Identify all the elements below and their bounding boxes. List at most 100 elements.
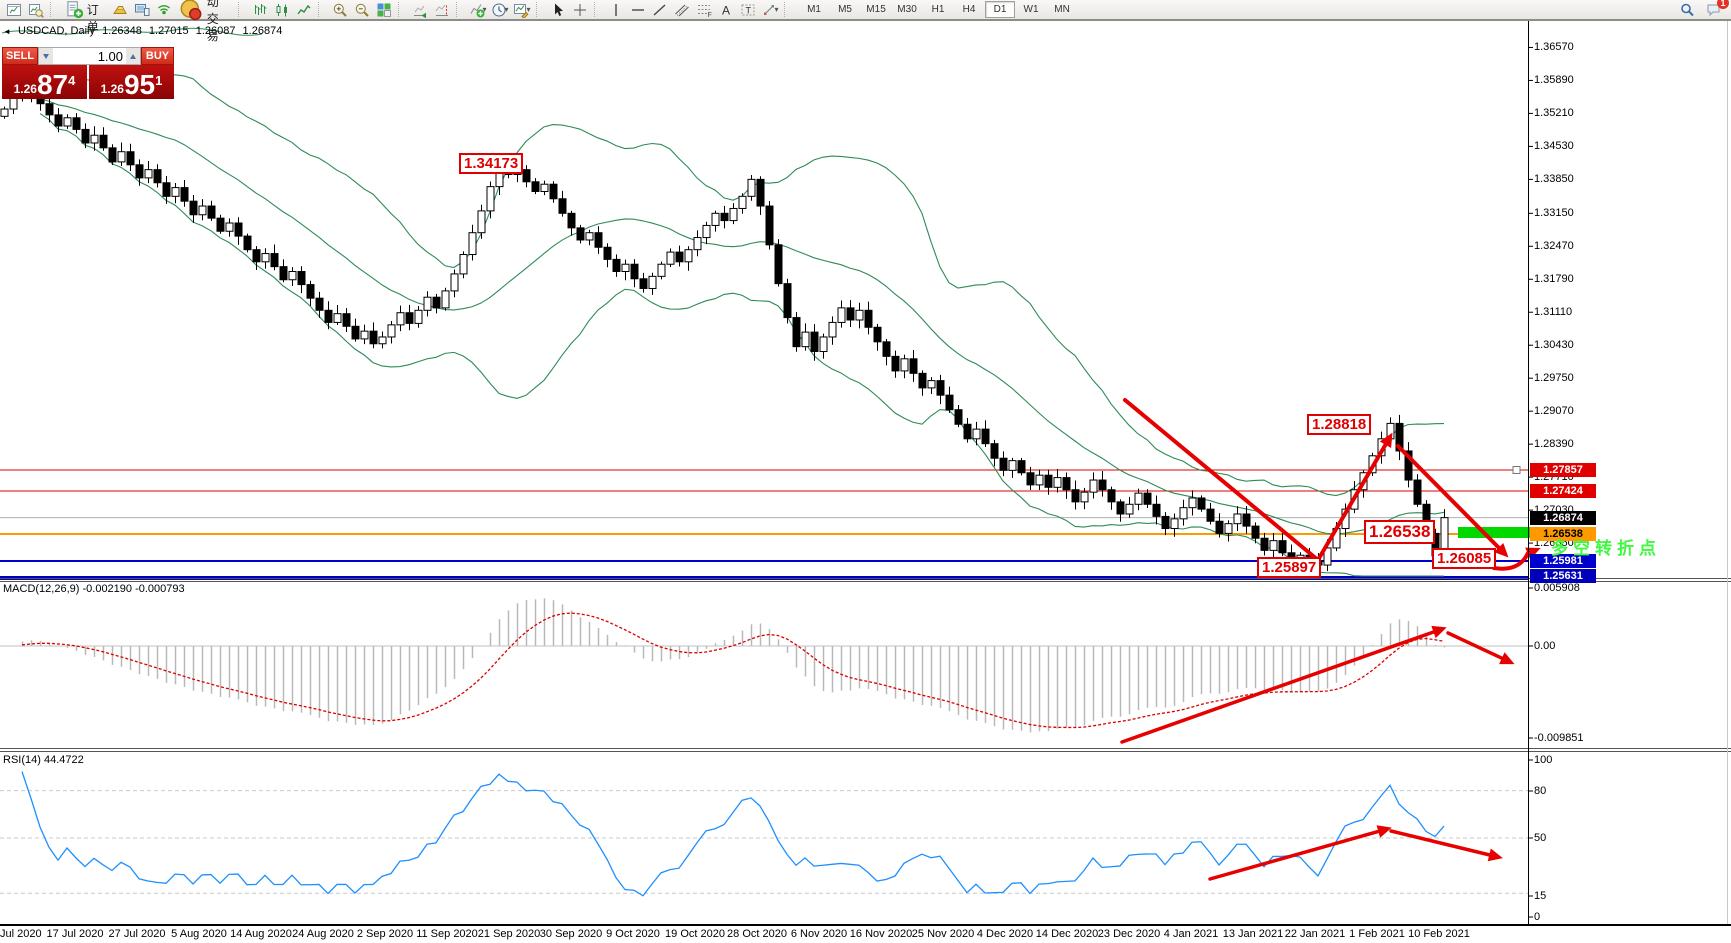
toolbar: 新订单 自动交易 ▾ ▾ ▾ F A T ▾ M1 M5 M15 M30 H1 H4 D1 W1 MN 1 <box>0 0 1731 43</box>
signals-icon[interactable] <box>153 1 174 19</box>
green-highlight-bar <box>1458 527 1550 538</box>
date-label: 22 Jan 2021 <box>1284 928 1346 940</box>
macd-signal-line <box>21 612 1445 729</box>
horizontal-line-icon[interactable] <box>627 1 648 19</box>
toolbar-separator <box>784 2 791 17</box>
trend-arrow <box>1492 551 1530 571</box>
timeframe-h4[interactable]: H4 <box>962 4 976 15</box>
autotrading-button[interactable]: 自动交易 <box>175 0 234 43</box>
notifications-icon[interactable]: 1 <box>1703 0 1729 19</box>
rsi-axis-80: 80 <box>1534 785 1547 797</box>
timeframe-group: M1 M5 M15 M30 H1 H4 D1 W1 MN <box>799 1 1077 18</box>
buy-price-panel[interactable]: 1.26 95 1 <box>89 65 174 99</box>
line-chart-icon <box>296 4 311 14</box>
timeframe-mn[interactable]: MN <box>1054 4 1070 15</box>
macd-axis-bottom: -0.009851 <box>1534 732 1584 744</box>
expert-advisors-icon <box>112 5 127 14</box>
price-tick-1.32470: 1.32470 <box>1534 240 1574 253</box>
volume-decrease-button[interactable] <box>39 48 53 64</box>
cursor-icon[interactable] <box>547 1 568 19</box>
date-label: 4 Dec 2020 <box>976 928 1034 940</box>
templates-icon <box>513 3 529 18</box>
timeframe-d1[interactable]: D1 <box>985 1 1016 18</box>
date-label: 30 Sep 2020 <box>539 928 603 940</box>
price-tick-1.33850: 1.33850 <box>1534 173 1574 186</box>
rsi-axis-50: 50 <box>1534 832 1547 844</box>
search-icon[interactable] <box>1676 1 1697 19</box>
date-label: 14 Dec 2020 <box>1035 928 1099 940</box>
auto-scroll-icon[interactable] <box>409 1 430 19</box>
arrowhead <box>1376 825 1392 838</box>
zoom-in-icon[interactable] <box>329 1 350 19</box>
toolbar-items: 新订单 自动交易 ▾ ▾ ▾ F A T ▾ M1 M5 M15 M30 H1 H4 D1 W1 MN <box>3 0 1077 43</box>
price-tick-1.31790: 1.31790 <box>1534 273 1574 286</box>
indicators-icon <box>470 3 485 17</box>
price-tick-1.31110: 1.31110 <box>1534 306 1573 319</box>
trend-arrow <box>1446 631 1504 660</box>
sell-price-panel[interactable]: 1.26 87 4 <box>2 65 87 99</box>
price-tick-1.33150: 1.33150 <box>1534 207 1574 220</box>
price-tick-1.35210: 1.35210 <box>1534 107 1574 120</box>
timeframe-h1[interactable]: H1 <box>931 4 945 15</box>
templates-icon[interactable]: ▾ <box>511 1 532 19</box>
signals-icon <box>157 4 170 14</box>
metaeditor-icon[interactable] <box>131 1 152 19</box>
svg-text:F: F <box>707 12 711 18</box>
timeframe-m5[interactable]: M5 <box>838 4 852 15</box>
date-label: 10 Feb 2021 <box>1408 928 1470 940</box>
text-label-icon[interactable]: T <box>737 1 758 19</box>
volume-increase-button[interactable] <box>126 48 140 64</box>
price-tag-1.27857: 1.27857 <box>1530 463 1596 477</box>
chart-profile-icon[interactable] <box>25 1 46 19</box>
expert-advisors-icon[interactable] <box>109 1 130 19</box>
candlestick-chart-icon[interactable] <box>271 1 292 19</box>
equidistant-channel-icon[interactable] <box>671 1 692 19</box>
new-order-button[interactable]: 新订单 <box>61 1 108 34</box>
volume-input[interactable] <box>53 48 126 64</box>
arrowhead <box>1499 652 1515 665</box>
timeframe-w1[interactable]: W1 <box>1023 4 1039 15</box>
callout-1.25897: 1.25897 <box>1257 557 1322 579</box>
date-axis[interactable]: Jul 2020 17 Jul 2020 27 Jul 2020 5 Aug 2020… <box>0 926 1731 943</box>
fibonacci-icon[interactable]: F <box>693 1 714 19</box>
price-tag-1.27424: 1.27424 <box>1530 483 1596 498</box>
date-label: 16 Nov 2020 <box>849 928 913 940</box>
periods-icon[interactable]: ▾ <box>489 1 510 19</box>
trend-arrow <box>1389 829 1491 857</box>
toolbar-separator <box>318 2 325 17</box>
crosshair-icon[interactable] <box>569 1 590 19</box>
zoom-out-icon[interactable] <box>351 1 372 19</box>
chart-shift-icon[interactable] <box>431 1 452 19</box>
bar-chart-icon[interactable] <box>249 1 270 19</box>
cursor-icon <box>554 3 563 16</box>
buy-button[interactable]: BUY <box>141 47 174 65</box>
date-label: 25 Nov 2020 <box>911 928 975 940</box>
callout-1.34173: 1.34173 <box>459 153 524 175</box>
vertical-line-icon[interactable] <box>605 1 626 19</box>
hline-handle[interactable] <box>1512 466 1521 474</box>
text-icon[interactable]: A <box>715 1 736 19</box>
price-tick-1.28390: 1.28390 <box>1534 438 1574 451</box>
buy-price-prefix: 1.26 <box>100 82 124 96</box>
date-label: 11 Sep 2020 <box>416 928 478 940</box>
search-icon <box>1680 3 1694 16</box>
sell-button[interactable]: SELL <box>2 47 38 65</box>
tile-windows-icon[interactable] <box>373 1 394 19</box>
toolbar-separator <box>594 2 601 17</box>
timeframe-m30[interactable]: M30 <box>897 4 917 15</box>
timeframe-m1[interactable]: M1 <box>807 4 821 15</box>
indicators-icon[interactable]: ▾ <box>467 1 488 19</box>
arrows-icon[interactable]: ▾ <box>759 1 780 19</box>
new-chart-icon[interactable] <box>3 1 24 19</box>
trendline-icon[interactable] <box>649 1 670 19</box>
zoom-out-icon <box>355 3 369 17</box>
auto-scroll-icon <box>413 5 426 18</box>
symbol-name: USDCAD, Daily <box>17 25 95 37</box>
toolbar-separator <box>50 2 57 17</box>
timeframe-m15[interactable]: M15 <box>866 4 886 15</box>
fibonacci-icon: F <box>697 4 711 18</box>
bar-chart-icon <box>254 3 267 15</box>
line-chart-icon[interactable] <box>293 1 314 19</box>
